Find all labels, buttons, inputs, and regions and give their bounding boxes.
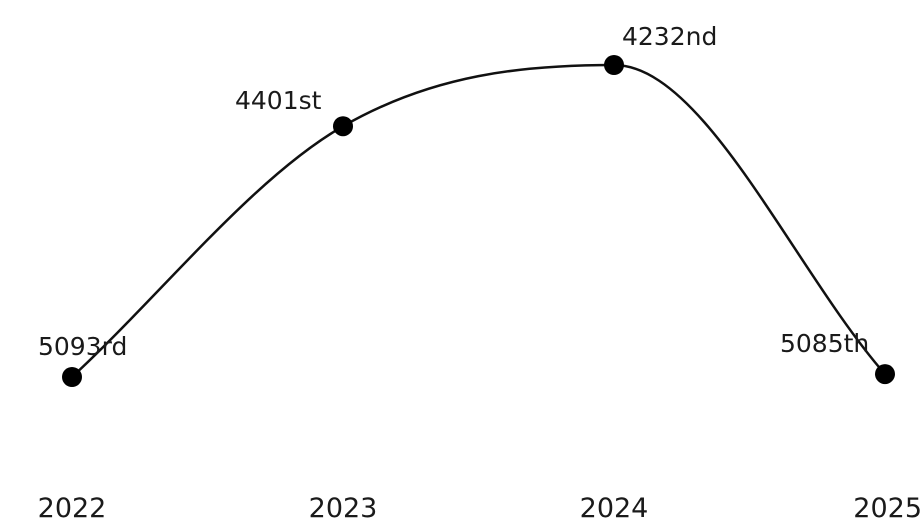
x-tick-label-2024: 2024 [580, 493, 649, 522]
series-line [71, 63, 886, 378]
series-layer [71, 63, 886, 378]
data-point-2023 [333, 116, 353, 137]
data-label-2022: 5093rd [38, 332, 127, 361]
point-layer [62, 55, 895, 387]
x-tick-label-2025: 2025 [853, 493, 922, 522]
data-label-2025: 5085th [780, 329, 869, 358]
data-point-2022 [62, 367, 82, 387]
data-label-2023: 4401st [235, 86, 322, 115]
data-point-2024 [604, 55, 624, 75]
data-point-2025 [875, 364, 895, 385]
x-tick-label-2023: 2023 [309, 493, 378, 522]
data-label-2024: 4232nd [622, 22, 717, 51]
x-axis-ticks: 2022 2023 2024 2025 [38, 493, 922, 522]
x-tick-label-2022: 2022 [38, 493, 107, 522]
data-label-layer: 5093rd 4401st 4232nd 5085th [38, 22, 869, 361]
